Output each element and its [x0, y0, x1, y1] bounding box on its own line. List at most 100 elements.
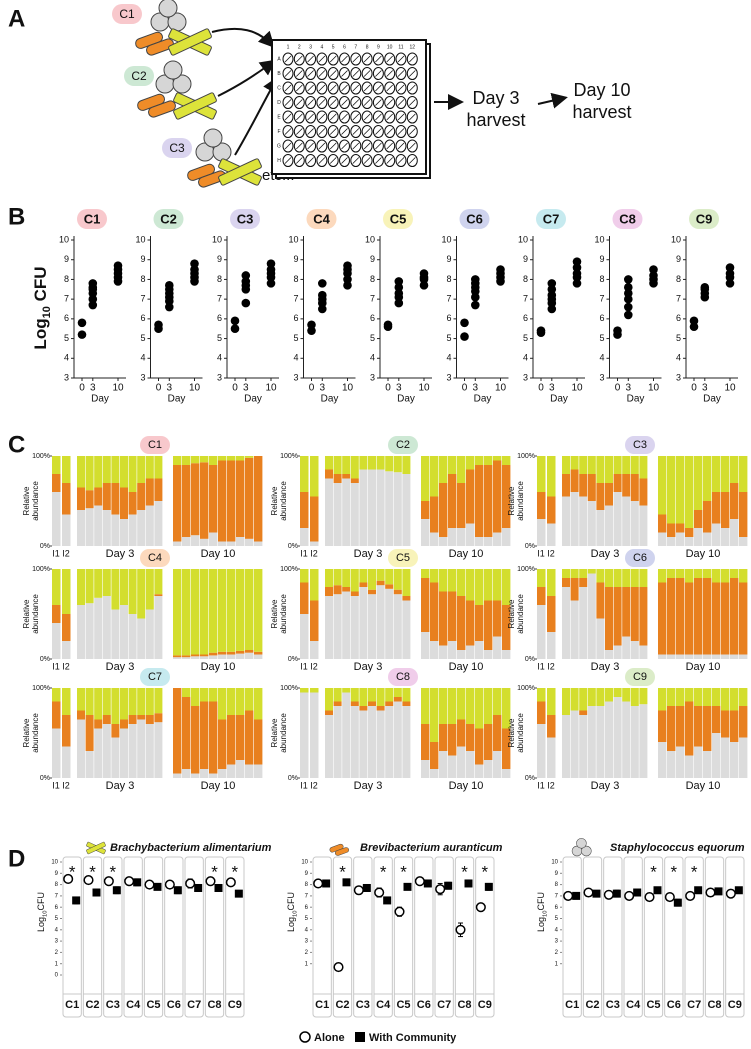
bar-segment	[300, 582, 309, 614]
bar-segment	[128, 614, 137, 659]
arrow	[217, 59, 277, 97]
well	[293, 125, 305, 138]
bar-segment	[639, 688, 648, 705]
bar-segment	[622, 688, 631, 702]
significance: *	[671, 862, 678, 881]
community-label: C2	[396, 439, 410, 451]
marker	[72, 896, 81, 905]
well-mark	[386, 142, 393, 150]
bar-segment	[145, 688, 154, 715]
marker	[633, 888, 642, 897]
bar-segment	[245, 457, 254, 539]
point	[419, 269, 429, 278]
point	[88, 294, 98, 304]
well-mark	[307, 99, 314, 106]
bar-segment	[596, 688, 605, 706]
y-tick-label: 3	[305, 939, 309, 945]
y-tick-label: 8	[555, 882, 559, 888]
x-tick-label: 3	[626, 383, 632, 394]
bar-segment	[667, 706, 676, 751]
bar-segment	[182, 537, 191, 546]
bar-segment	[182, 697, 191, 769]
bar-segment	[685, 528, 694, 537]
bar-segment	[393, 472, 402, 546]
bar-segment	[712, 456, 721, 492]
category-label: C7	[687, 999, 701, 1011]
bar-segment	[191, 569, 200, 655]
well	[350, 110, 362, 124]
x-axis-label: Day	[91, 394, 109, 405]
bar-segment	[385, 588, 394, 659]
bar-segment	[658, 742, 667, 778]
point	[230, 316, 240, 326]
bar-segment	[359, 456, 368, 470]
bar-segment	[52, 456, 61, 474]
marker	[112, 886, 121, 895]
y-tick-label: 100%	[517, 453, 535, 460]
category-cell	[123, 856, 143, 1018]
well-mark	[397, 157, 405, 164]
community-pill	[388, 549, 418, 567]
well	[361, 52, 373, 66]
bar-segment	[350, 596, 359, 659]
y-tick-label: 7	[599, 294, 604, 304]
well-mark	[352, 84, 360, 92]
x-tick-label: 0	[691, 383, 697, 394]
bar-segment	[227, 654, 236, 659]
bar-segment	[605, 456, 613, 483]
y-tick-label: 3	[140, 372, 145, 382]
bar-segment	[325, 688, 333, 711]
y-tick-label: 6	[217, 313, 222, 323]
bar-segment	[475, 605, 484, 641]
y-tick-label: 4	[140, 353, 145, 363]
point	[460, 332, 469, 341]
bar-segment	[466, 456, 475, 470]
well	[384, 67, 396, 80]
marker	[714, 887, 723, 896]
bar-segment	[333, 688, 342, 702]
point	[547, 290, 557, 300]
community-pill	[612, 209, 643, 229]
point	[266, 259, 276, 268]
well-mark	[363, 128, 371, 135]
bar-segment	[236, 688, 245, 715]
bar-segment	[200, 656, 209, 659]
bar-segment	[475, 641, 484, 659]
bar-segment	[502, 605, 511, 650]
bar-segment	[596, 582, 605, 619]
well	[395, 139, 407, 153]
bar-segment	[209, 773, 218, 778]
bar-segment	[457, 528, 466, 546]
bar-segment	[128, 715, 137, 724]
marker	[225, 877, 236, 888]
bar-segment	[300, 688, 309, 693]
well	[406, 125, 418, 138]
bar-segment	[703, 654, 712, 659]
bar-segment	[596, 618, 605, 659]
bar-segment	[310, 688, 319, 693]
bar-segment	[154, 594, 163, 596]
y-tick-label: 3	[55, 939, 59, 945]
bar-segment	[154, 722, 163, 778]
bar-segment	[191, 706, 200, 774]
bar-segment	[475, 456, 484, 465]
bar-segment	[547, 569, 556, 596]
bar-segment	[703, 578, 712, 655]
marker	[475, 902, 486, 913]
bar-segment	[703, 751, 712, 778]
y-axis-label: abundance	[516, 594, 525, 634]
bar-segment	[703, 706, 712, 751]
y-tick-label: 5	[370, 333, 375, 343]
bar-segment	[236, 650, 245, 654]
bar-segment	[466, 469, 475, 524]
bar-segment	[484, 724, 493, 760]
bar-segment	[368, 688, 376, 702]
bar-segment	[325, 478, 333, 546]
bar-segment	[562, 496, 570, 546]
bar-segment	[605, 688, 613, 702]
y-tick-label: 3	[370, 372, 375, 382]
bar-segment	[300, 456, 309, 492]
bar-segment	[712, 733, 721, 778]
bar-segment	[191, 688, 200, 706]
bar-segment	[359, 706, 368, 711]
